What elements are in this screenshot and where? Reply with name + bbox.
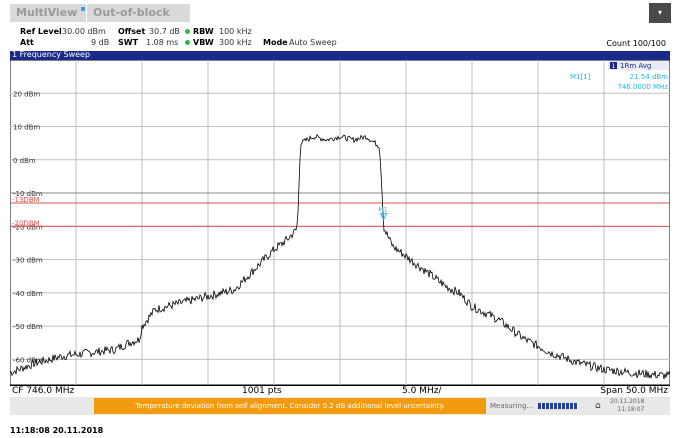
status-datetime: 20.11.2018 11:18:07 [610,398,644,414]
swt-label: SWT [118,38,139,47]
sweep-count: Count 100/100 [606,39,666,48]
marker-tag: M1 [379,207,388,214]
mode-value: Auto Sweep [289,38,337,47]
y-tick-label: -30 dBm [13,257,43,265]
marker-frequency: 746.0000 MHz [617,83,668,91]
ref-level-value: 30.00 dBm [62,27,106,36]
spectrum-plot[interactable]: 20 dBm 10 dBm 0 dBm -10 dBm -20 dBm -30 dBm -4… [10,60,670,385]
status-warning-message[interactable]: Temperature deviation from self alignmen… [94,398,486,414]
limit-line-label: -13DBM [12,196,40,204]
limit-line-label: -20DBM [12,219,40,227]
offset-label: Offset [118,27,146,36]
window-title: 1 Frequency Sweep [12,50,91,59]
measurement-progress-bar [538,403,578,409]
points-count: 1001 pts [242,386,282,396]
tab-out-of-block-label: Out-of-block [93,6,170,19]
vbw-value: 300 kHz [219,38,252,47]
axis-info-bar: CF 746.0 MHz 1001 pts 5.0 MHz/ Span 50.0… [10,385,670,396]
status-bar: Temperature deviation from self alignmen… [10,397,670,415]
settings-panel: Ref Level 30.00 dBm Offset 30.7 dB RBW 1… [0,24,674,50]
marker-level: 21.54 dBm [630,73,669,81]
status-dot-icon [185,40,190,45]
trace-label: 1Rm Avg [620,62,651,70]
trace-badge: 1 [612,63,616,70]
y-tick-label: -40 dBm [13,290,43,298]
y-tick-label: -50 dBm [13,323,43,331]
rbw-value: 100 kHz [219,27,252,36]
y-tick-label: 10 dBm [13,124,40,132]
spectrum-plot-svg[interactable]: 20 dBm 10 dBm 0 dBm -10 dBm -20 dBm -30 dBm -4… [10,60,670,385]
tab-multiview-label: MultiView [16,6,78,19]
vbw-label: VBW [193,38,214,47]
ref-level-label: Ref Level [20,27,62,36]
menu-button[interactable]: ▾ [649,3,671,23]
measuring-status: Measuring... [490,402,534,410]
tab-multiview[interactable]: MultiView [10,4,86,22]
y-tick-label: -20 dBm [13,223,43,231]
tab-out-of-block[interactable]: Out-of-block [86,4,190,22]
status-date: 20.11.2018 [610,398,645,405]
y-tick-label: -10 dBm [13,190,43,198]
screenshot-timestamp: 11:18:08 20.11.2018 [10,426,104,435]
status-dot-icon [185,29,190,34]
att-label: Att [20,38,34,47]
y-tick-label: -60 dBm [13,356,43,364]
trace-label-background [608,61,669,70]
span-value: Span 50.0 MHz [600,386,668,396]
spectrum-trace [10,134,670,380]
trace-badge-background [610,62,617,69]
y-tick-label: 0 dBm [13,157,36,165]
offset-value: 30.7 dB [149,27,180,36]
marker-triangle [379,213,388,221]
frequency-per-division: 5.0 MHz/ [402,386,442,396]
network-icon[interactable]: ⌂ [595,401,601,411]
center-frequency: CF 746.0 MHz [12,386,75,396]
marker-label: M1[1] [570,73,591,81]
mode-label: Mode [263,38,288,47]
tab-bar: MultiView Out-of-block ▾ [0,0,674,24]
chevron-down-icon: ▾ [657,8,662,17]
rbw-label: RBW [193,27,214,36]
y-tick-label: 20 dBm [13,90,40,98]
window-title-bar[interactable]: 1 Frequency Sweep [10,50,670,60]
att-value: 9 dB [91,38,110,47]
swt-value: 1.08 ms [146,38,179,47]
close-icon[interactable] [81,7,86,11]
status-time: 11:18:07 [617,406,645,413]
